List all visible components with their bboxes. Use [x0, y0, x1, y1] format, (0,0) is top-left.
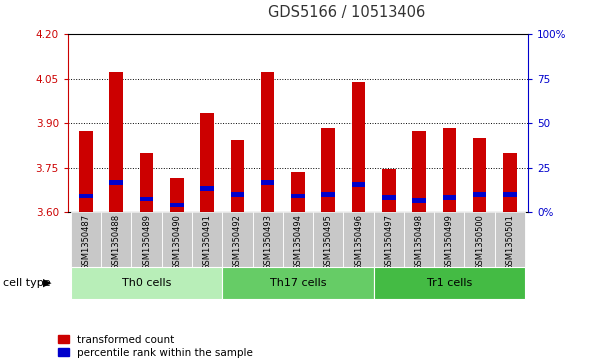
Bar: [71, 212, 101, 267]
Bar: [322, 128, 335, 212]
Legend: transformed count, percentile rank within the sample: transformed count, percentile rank withi…: [58, 335, 253, 358]
Bar: [352, 182, 365, 187]
Text: GSM1350501: GSM1350501: [506, 214, 514, 270]
Bar: [473, 192, 486, 197]
Bar: [412, 198, 426, 203]
Text: Th0 cells: Th0 cells: [122, 278, 171, 288]
Bar: [231, 140, 244, 212]
Bar: [382, 170, 395, 212]
Bar: [322, 192, 335, 197]
Bar: [201, 113, 214, 212]
Text: GSM1350500: GSM1350500: [475, 214, 484, 270]
Text: GSM1350493: GSM1350493: [263, 214, 272, 270]
Bar: [231, 192, 244, 197]
Text: GSM1350488: GSM1350488: [112, 214, 121, 270]
Bar: [110, 180, 123, 185]
Bar: [253, 212, 283, 267]
Text: GSM1350494: GSM1350494: [293, 214, 303, 270]
Text: GSM1350491: GSM1350491: [202, 214, 212, 270]
Bar: [79, 131, 93, 212]
Bar: [79, 194, 93, 199]
Text: Th17 cells: Th17 cells: [270, 278, 326, 288]
Text: GSM1350496: GSM1350496: [354, 214, 363, 270]
Text: GSM1350487: GSM1350487: [81, 214, 90, 270]
Bar: [473, 138, 486, 212]
Text: GDS5166 / 10513406: GDS5166 / 10513406: [268, 5, 426, 20]
Bar: [412, 131, 426, 212]
Bar: [313, 212, 343, 267]
Bar: [162, 212, 192, 267]
Bar: [495, 212, 525, 267]
Text: GSM1350498: GSM1350498: [415, 214, 424, 270]
Bar: [503, 192, 517, 197]
Bar: [404, 212, 434, 267]
Bar: [140, 153, 153, 212]
Bar: [352, 82, 365, 212]
Text: GSM1350499: GSM1350499: [445, 214, 454, 270]
Bar: [261, 180, 274, 185]
Bar: [442, 128, 456, 212]
Bar: [373, 267, 525, 299]
Bar: [291, 172, 305, 212]
Bar: [222, 267, 373, 299]
Bar: [132, 212, 162, 267]
Text: ▶: ▶: [43, 278, 51, 288]
Bar: [192, 212, 222, 267]
Bar: [464, 212, 495, 267]
Bar: [434, 212, 464, 267]
Text: GSM1350492: GSM1350492: [233, 214, 242, 270]
Bar: [291, 194, 305, 199]
Bar: [222, 212, 253, 267]
Bar: [503, 153, 517, 212]
Text: cell type: cell type: [3, 278, 51, 288]
Bar: [101, 212, 132, 267]
Bar: [382, 195, 395, 200]
Bar: [170, 203, 183, 207]
Text: GSM1350495: GSM1350495: [324, 214, 333, 270]
Bar: [201, 186, 214, 191]
Text: Tr1 cells: Tr1 cells: [427, 278, 472, 288]
Bar: [71, 267, 222, 299]
Bar: [110, 72, 123, 212]
Bar: [261, 72, 274, 212]
Text: GSM1350497: GSM1350497: [384, 214, 394, 270]
Text: GSM1350489: GSM1350489: [142, 214, 151, 270]
Bar: [170, 178, 183, 212]
Bar: [343, 212, 373, 267]
Bar: [283, 212, 313, 267]
Bar: [140, 197, 153, 201]
Bar: [373, 212, 404, 267]
Text: GSM1350490: GSM1350490: [172, 214, 181, 270]
Bar: [442, 195, 456, 200]
